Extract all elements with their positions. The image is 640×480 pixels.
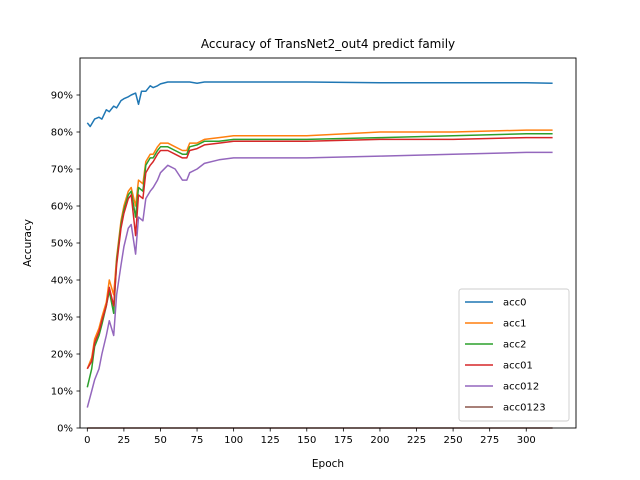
legend-label-acc012: acc012 (503, 382, 539, 393)
legend-label-acc0123: acc0123 (503, 403, 546, 414)
x-tick-label: 175 (334, 435, 353, 446)
legend-label-acc1: acc1 (503, 319, 527, 330)
x-tick-label: 125 (261, 435, 280, 446)
series-line-acc012 (86, 151, 553, 408)
y-tick-label: 70% (51, 165, 73, 176)
y-tick-label: 0% (57, 424, 73, 435)
chart-title: Accuracy of TransNet2_out4 predict famil… (201, 37, 455, 51)
x-tick-label: 75 (191, 435, 204, 446)
legend-label-acc01: acc01 (503, 361, 533, 372)
y-tick-label: 10% (51, 387, 73, 398)
x-tick-label: 150 (297, 435, 316, 446)
x-tick-label: 200 (370, 435, 389, 446)
legend-frame (458, 288, 570, 422)
y-tick-label: 40% (51, 276, 73, 287)
series-line-acc0 (86, 81, 553, 128)
legend-label-acc0: acc0 (503, 298, 527, 309)
x-tick-label: 250 (444, 435, 463, 446)
x-tick-label: 25 (118, 435, 131, 446)
x-tick-label: 225 (407, 435, 426, 446)
legend-label-acc2: acc2 (503, 340, 527, 351)
x-tick-label: 300 (517, 435, 536, 446)
series-line-acc01 (86, 136, 553, 370)
y-axis-label: Accuracy (22, 219, 34, 267)
y-tick-label: 60% (51, 202, 73, 213)
y-tick-label: 90% (51, 91, 73, 102)
legend: acc0 acc1 acc2 acc01 acc012 acc0123 (458, 288, 570, 422)
y-axis: 0% 10% 20% 30% 40% 50% 60% 70% 80% 90% (51, 91, 80, 435)
y-tick-label: 20% (51, 350, 73, 361)
y-tick-label: 50% (51, 239, 73, 250)
x-axis-label: Epoch (312, 458, 344, 470)
x-tick-label: 0 (84, 435, 90, 446)
series-line-acc1 (86, 129, 553, 370)
y-tick-label: 30% (51, 313, 73, 324)
x-tick-label: 50 (154, 435, 167, 446)
x-axis: 0 25 50 75 100 125 150 175 200 225 250 275 300 (84, 428, 536, 446)
y-tick-label: 80% (51, 128, 73, 139)
x-tick-label: 100 (224, 435, 243, 446)
x-tick-label: 275 (480, 435, 499, 446)
